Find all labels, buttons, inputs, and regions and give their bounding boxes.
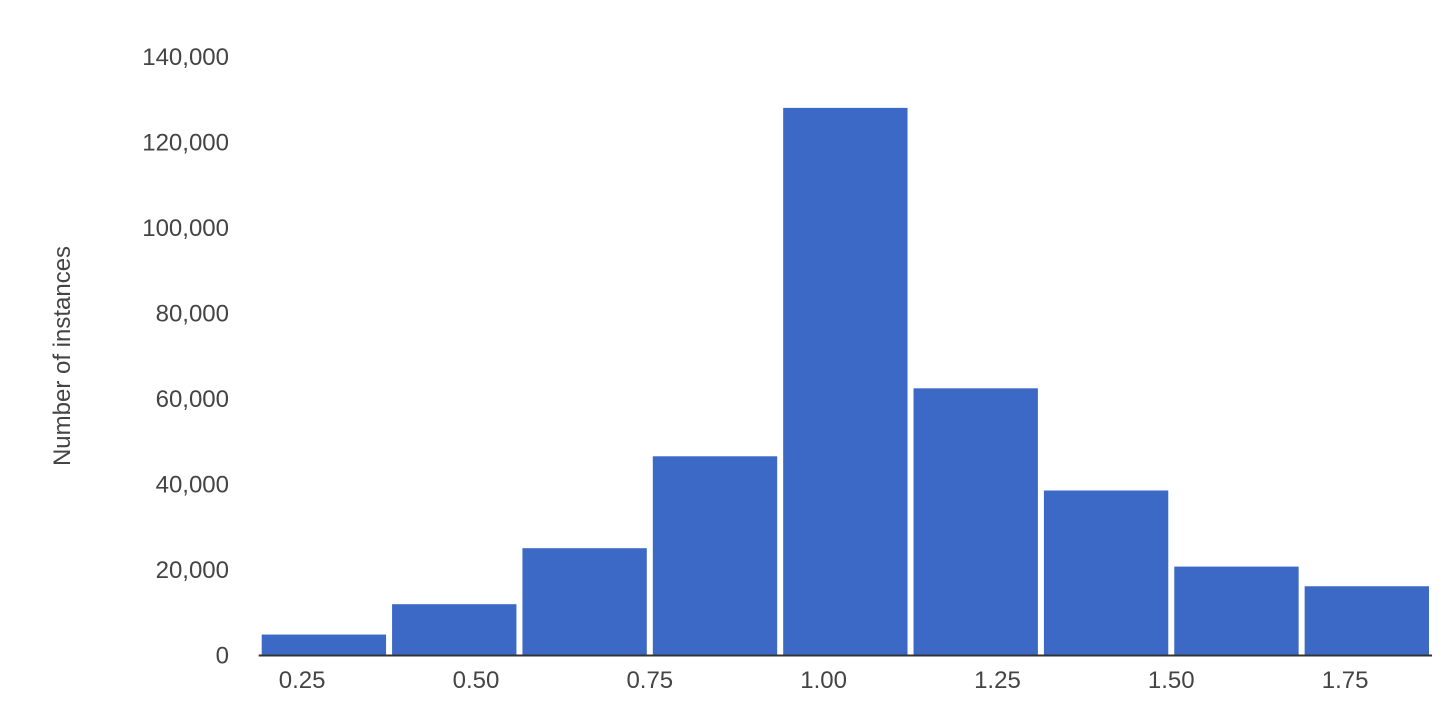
x-tick-label: 0.75 [626,667,673,694]
y-tick-label: 40,000 [156,472,229,499]
bar-2 [522,548,647,656]
x-ticks: 0.25 0.50 0.75 1.00 1.25 1.50 1.75 [279,667,1369,694]
y-tick-label: 140,000 [142,44,229,71]
x-tick-label: 1.25 [974,667,1021,694]
y-tick-label: 120,000 [142,130,229,157]
x-tick-label: 0.50 [453,667,500,694]
x-tick-label: 0.25 [279,667,326,694]
bar-4 [783,107,908,656]
bar-6 [1043,490,1169,656]
bars [261,107,1429,656]
y-tick-label: 0 [216,643,229,670]
y-tick-label: 60,000 [156,386,229,413]
y-tick-label: 100,000 [142,215,229,242]
bar-3 [652,456,778,656]
bar-5 [913,388,1038,656]
x-tick-label: 1.00 [800,667,847,694]
bar-0 [261,634,387,656]
y-tick-label: 20,000 [156,557,229,584]
bar-8 [1304,586,1429,656]
x-tick-label: 1.50 [1148,667,1195,694]
bar-1 [392,604,517,656]
x-tick-label: 1.75 [1322,667,1369,694]
y-tick-label: 80,000 [156,301,229,328]
y-ticks: 0 20,000 40,000 60,000 80,000 100,000 120,000 1… [142,44,229,670]
y-axis-label: Number of instances [49,246,76,466]
bar-7 [1174,566,1299,656]
